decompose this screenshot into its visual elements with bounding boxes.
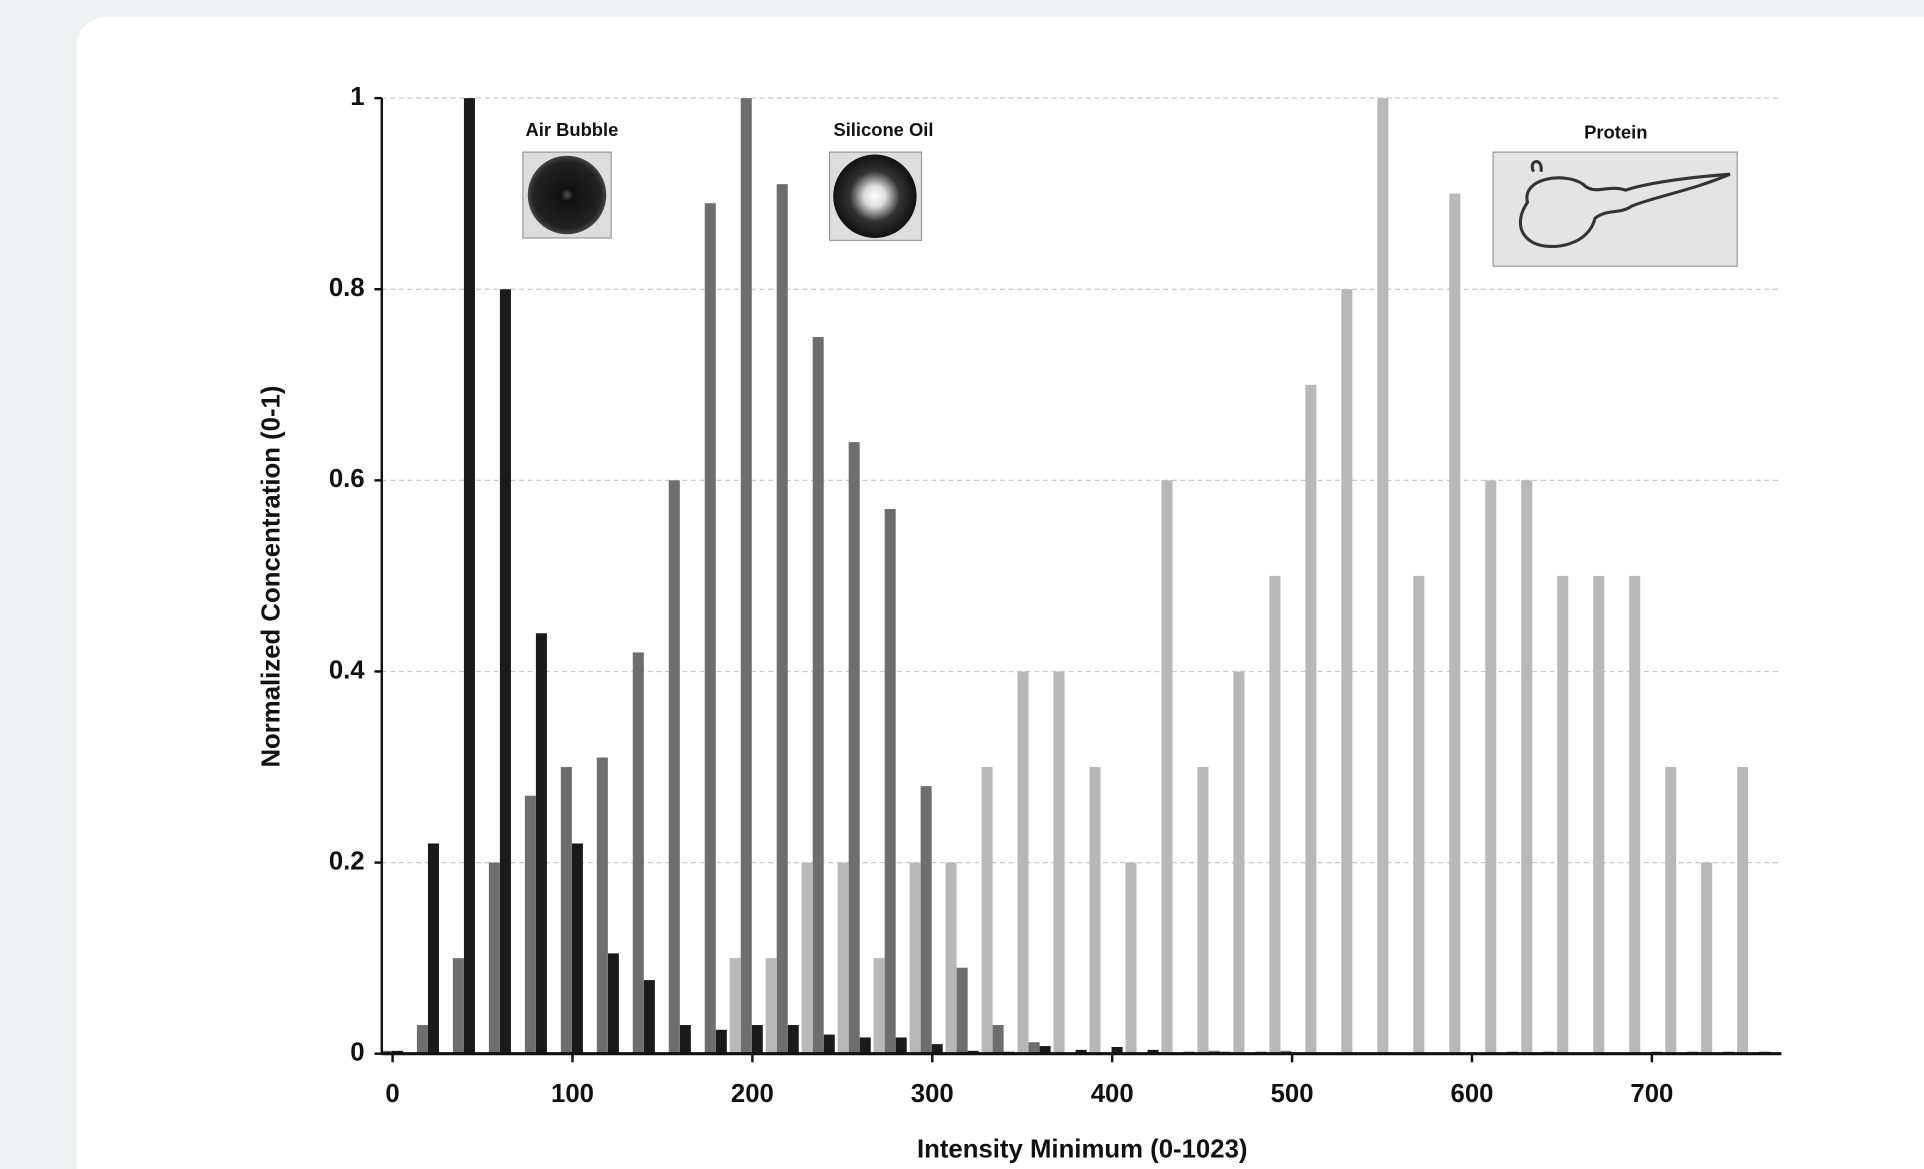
bar <box>679 1025 691 1054</box>
bar <box>416 1025 428 1054</box>
bar <box>981 767 993 1054</box>
y-tick-label: 0.2 <box>329 847 365 875</box>
bar <box>787 1025 799 1054</box>
y-tick-label: 0.8 <box>329 274 365 302</box>
bar <box>848 442 860 1054</box>
bar <box>801 862 813 1054</box>
y-tick-label: 0.6 <box>329 465 365 493</box>
bar <box>499 289 511 1054</box>
bar <box>729 958 741 1054</box>
y-axis-title: Normalized Concentration (0-1) <box>257 386 285 768</box>
bar <box>1557 575 1569 1054</box>
bar <box>1111 1047 1123 1054</box>
bar <box>823 1034 835 1054</box>
bar <box>535 633 547 1054</box>
y-tick-label: 1 <box>350 83 364 111</box>
bar <box>704 203 716 1054</box>
plot-area: 0 0.2 0.4 0.6 0.8 1 0 100 200 300 400 500 600 700 <box>329 83 1782 1108</box>
bar <box>1737 767 1749 1054</box>
bar <box>931 1044 943 1054</box>
x-tick-label: 600 <box>1450 1080 1493 1108</box>
bar <box>920 786 932 1054</box>
bar <box>1161 480 1173 1054</box>
protein-image <box>1492 151 1738 267</box>
bar <box>452 958 464 1054</box>
bar <box>1629 575 1641 1054</box>
x-tick-label: 100 <box>551 1080 594 1108</box>
bar <box>1147 1049 1159 1054</box>
bar <box>859 1037 871 1054</box>
bar <box>884 509 896 1054</box>
bar <box>1521 480 1533 1054</box>
bar <box>571 843 583 1054</box>
bar <box>560 767 572 1054</box>
annotation: Air Bubble <box>525 119 618 140</box>
x-tick-label: 400 <box>1091 1080 1134 1108</box>
bar <box>1269 575 1281 1054</box>
bar <box>909 862 921 1054</box>
bar <box>524 795 536 1054</box>
bar <box>1305 384 1317 1054</box>
bar <box>1449 193 1461 1054</box>
x-axis-title: Intensity Minimum (0-1023) <box>917 1135 1248 1163</box>
bar <box>596 757 608 1054</box>
air-bubble-icon <box>527 155 607 235</box>
bar <box>837 862 849 1054</box>
bar <box>740 98 752 1054</box>
bar <box>1089 767 1101 1054</box>
annotation: Silicone Oil <box>833 119 933 140</box>
bar <box>1075 1049 1087 1054</box>
bar <box>427 843 439 1054</box>
bar <box>812 337 824 1054</box>
x-tick-label: 700 <box>1630 1080 1673 1108</box>
x-tick-label: 200 <box>731 1080 774 1108</box>
bar <box>895 1037 907 1054</box>
bar <box>1485 480 1497 1054</box>
x-tick-label: 0 <box>385 1080 399 1108</box>
bar <box>1197 767 1209 1054</box>
bar <box>1039 1046 1051 1054</box>
y-tick-label: 0.4 <box>329 656 365 684</box>
bar <box>945 862 957 1054</box>
bar <box>1125 862 1137 1054</box>
silicone-oil-icon <box>833 154 917 238</box>
bar <box>1017 671 1029 1054</box>
bar <box>1593 575 1605 1054</box>
bar <box>956 967 968 1054</box>
bar <box>488 862 500 1054</box>
annotation: Protein <box>1584 122 1647 143</box>
bar <box>1233 671 1245 1054</box>
bar <box>873 958 885 1054</box>
bar <box>668 480 680 1054</box>
bar <box>1701 862 1713 1054</box>
bar <box>1341 289 1353 1054</box>
y-tick-label: 0 <box>350 1038 364 1066</box>
bar <box>632 652 644 1054</box>
bar <box>643 980 655 1054</box>
bar <box>715 1029 727 1054</box>
bar <box>1053 671 1065 1054</box>
bar <box>765 958 777 1054</box>
bar <box>1377 98 1389 1054</box>
bar <box>607 953 619 1054</box>
bar <box>751 1025 763 1054</box>
bar <box>1413 575 1425 1054</box>
protein-icon <box>1518 160 1731 248</box>
bar <box>463 98 475 1054</box>
bar <box>1028 1042 1040 1054</box>
bar <box>776 184 788 1054</box>
bar <box>992 1025 1004 1054</box>
bar <box>1665 767 1677 1054</box>
x-tick-label: 500 <box>1271 1080 1314 1108</box>
x-tick-label: 300 <box>911 1080 954 1108</box>
